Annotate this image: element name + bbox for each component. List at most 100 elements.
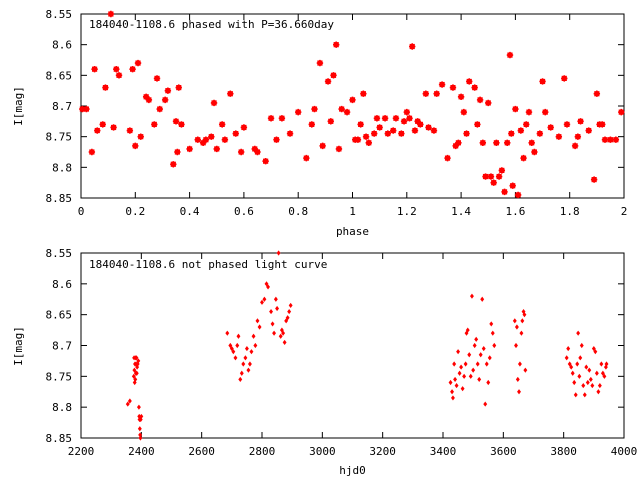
y-axis-title: I[mag]: [12, 326, 25, 366]
data-point: [456, 349, 461, 355]
data-point: [482, 173, 489, 180]
data-point: [110, 124, 117, 131]
data-point: [474, 121, 481, 128]
data-point: [99, 121, 106, 128]
data-point: [587, 367, 592, 373]
data-point: [94, 127, 101, 134]
data-point: [411, 127, 419, 134]
data-point: [327, 118, 334, 125]
x-tick-label: 3200: [369, 445, 396, 458]
data-point: [512, 105, 519, 113]
data-point: [136, 358, 141, 364]
data-point: [236, 333, 241, 339]
data-point: [476, 96, 484, 104]
data-point: [602, 373, 607, 379]
data-point: [244, 345, 249, 352]
data-point: [465, 327, 470, 333]
data-point: [246, 367, 251, 373]
data-point: [478, 352, 483, 358]
data-point: [400, 118, 408, 125]
y-tick-label: 8.6: [52, 39, 72, 52]
x-tick-label: 0: [78, 205, 85, 218]
data-point: [113, 66, 120, 73]
data-point: [520, 318, 525, 324]
data-point: [282, 339, 287, 346]
data-point: [269, 308, 273, 315]
x-tick-label: 2: [621, 205, 628, 218]
x-tick-label: 1.8: [560, 205, 580, 218]
data-point: [508, 130, 515, 137]
data-point: [398, 130, 405, 137]
data-point: [459, 364, 464, 370]
data-point: [172, 118, 180, 125]
data-point: [194, 136, 201, 143]
data-point: [235, 342, 240, 349]
data-point: [485, 99, 492, 107]
data-point: [156, 105, 163, 113]
data-point: [284, 318, 289, 324]
data-point: [593, 349, 598, 355]
x-tick-label: 2800: [249, 445, 276, 458]
data-point: [449, 84, 457, 91]
data-point: [232, 130, 239, 137]
data-point: [266, 284, 270, 290]
data-point: [91, 66, 98, 73]
data-point: [495, 173, 503, 180]
data-point: [403, 108, 410, 116]
x-tick-label: 0.4: [180, 205, 200, 218]
data-point: [127, 398, 132, 404]
data-point: [406, 115, 413, 122]
data-point: [239, 370, 244, 376]
data-point: [460, 108, 468, 116]
data-point: [178, 121, 185, 128]
x-tick-label: 1.4: [451, 205, 471, 218]
data-point: [354, 136, 362, 143]
y-tick-label: 8.7: [52, 340, 72, 353]
data-point: [462, 373, 467, 379]
data-point: [471, 84, 478, 91]
data-point: [134, 355, 139, 361]
data-point: [138, 435, 143, 441]
data-point: [519, 330, 524, 336]
data-point: [484, 361, 489, 367]
x-tick-label: 1.6: [505, 205, 525, 218]
data-point: [153, 75, 161, 82]
data-point: [487, 173, 495, 180]
data-point: [338, 105, 345, 113]
x-tick-label: 0.2: [125, 205, 145, 218]
data-point: [490, 330, 495, 336]
data-point: [479, 139, 487, 146]
data-point: [324, 78, 332, 85]
data-point: [520, 154, 527, 162]
data-point: [221, 136, 229, 143]
data-point: [253, 342, 258, 349]
x-tick-label: 3400: [430, 445, 457, 458]
data-point: [603, 364, 608, 370]
data-point: [138, 432, 143, 438]
data-point: [457, 370, 462, 376]
data-point: [287, 308, 292, 315]
data-point: [249, 349, 254, 355]
x-axis-title: hjd0: [339, 464, 366, 477]
data-point: [506, 51, 514, 59]
data-point: [599, 361, 604, 367]
data-point: [273, 296, 278, 302]
data-point: [451, 395, 455, 401]
data-point: [514, 324, 519, 330]
y-tick-label: 8.85: [46, 192, 73, 205]
data-point: [463, 130, 470, 137]
data-point: [390, 127, 397, 134]
data-point: [528, 139, 535, 146]
data-point: [584, 364, 589, 370]
data-point: [174, 148, 181, 156]
data-point: [260, 299, 264, 305]
data-point: [262, 158, 269, 165]
data-point: [515, 376, 520, 383]
y-tick-label: 8.65: [46, 309, 73, 322]
phased-light-curve-chart: 0 0.2 0.4 0.6 0.8 1 1.2 1.4 1.6 1.8 2 8.55 8.6 8.65 8.…: [12, 8, 627, 238]
data-point: [210, 99, 218, 107]
data-point: [422, 90, 430, 97]
data-point: [276, 250, 281, 256]
x-axis-title: phase: [336, 225, 369, 238]
